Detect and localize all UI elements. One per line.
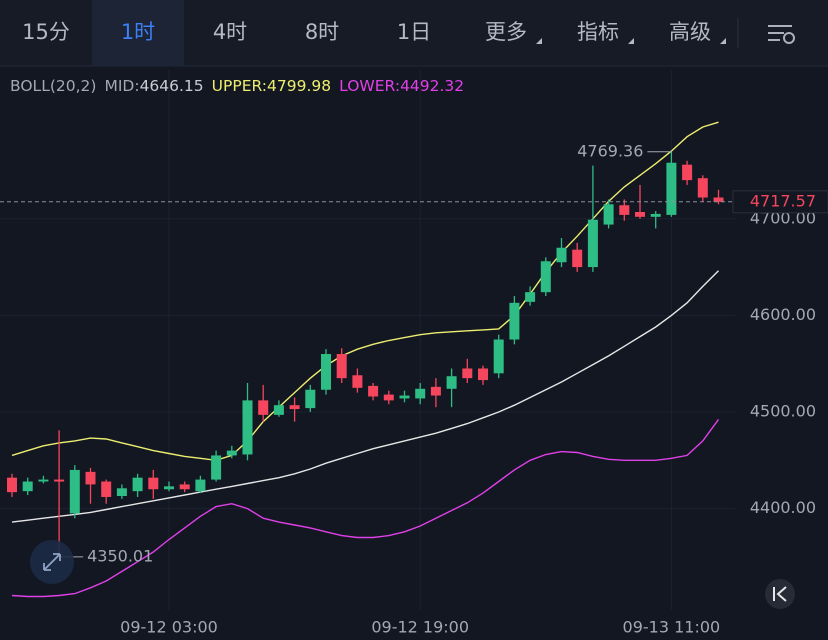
candle-body (713, 197, 724, 202)
candle-body (650, 213, 661, 217)
legend-name: MID: (104, 77, 139, 95)
scroll-latest-button[interactable] (765, 579, 795, 609)
candle-body (619, 205, 630, 215)
candle-body (509, 302, 520, 340)
candle-body (383, 394, 394, 401)
boll-line (11, 121, 719, 462)
y-tick-label: 4600.00 (750, 305, 816, 324)
tab-label: 15分 (22, 20, 70, 44)
tab-label: 1日 (397, 20, 431, 44)
candle-body (635, 212, 645, 217)
legend-value: 4799.98 (267, 77, 331, 95)
last-price-tag (732, 190, 828, 214)
candle-body (22, 481, 33, 492)
tab[interactable]: 4时 (213, 20, 247, 44)
reset-zoom-button[interactable] (30, 540, 74, 584)
candle-body (38, 479, 49, 482)
tab-label: 高级 (669, 20, 711, 44)
candle-body (525, 292, 536, 302)
candle-body (179, 484, 190, 490)
tab[interactable]: 8时 (305, 20, 339, 44)
candle-body (321, 354, 331, 390)
x-tick-label: 09-13 11:00 (623, 618, 721, 637)
tab[interactable]: 指标 (577, 20, 634, 44)
y-tick-label: 4400.00 (750, 498, 816, 517)
low-marker-label: 4350.01 (87, 546, 153, 565)
candle-body (493, 339, 504, 374)
last-price-label: 4717.57 (750, 191, 816, 210)
candle-body (305, 389, 316, 409)
tab[interactable]: 1日 (397, 20, 431, 44)
legend-name: LOWER: (339, 77, 400, 95)
candle-body (399, 395, 410, 399)
tab[interactable]: 1时 (92, 0, 184, 66)
high-marker-label: 4769.36 (577, 141, 643, 160)
x-tick-label: 09-12 19:00 (371, 618, 469, 637)
candle-body (258, 400, 269, 415)
dropdown-caret (536, 38, 542, 44)
candle-body (132, 477, 143, 492)
candle-body (666, 162, 677, 215)
candle-body (336, 354, 347, 379)
candle-body (478, 368, 488, 381)
candle-body (164, 486, 174, 490)
candle-body (148, 477, 159, 490)
candle-body (572, 249, 583, 268)
candle-body (54, 479, 65, 482)
candle-body (682, 164, 693, 181)
candle-body (116, 488, 127, 497)
y-tick-label: 4500.00 (750, 401, 816, 420)
candle-body (415, 388, 426, 399)
x-tick-label: 09-12 03:00 (120, 618, 218, 637)
candle-body (697, 178, 708, 198)
candle-body (352, 375, 363, 388)
candle-body (7, 477, 17, 493)
tab-label: 指标 (577, 20, 619, 44)
dropdown-caret (720, 38, 726, 44)
candle-body (273, 405, 284, 415)
tab-label: 1时 (121, 20, 155, 44)
candle-body (101, 481, 112, 497)
candle-body (462, 368, 473, 379)
tab[interactable]: 更多 (485, 20, 542, 44)
candle-body (446, 376, 457, 389)
candle-body (211, 455, 222, 480)
candle-body (430, 386, 441, 396)
dropdown-caret (628, 38, 634, 44)
candle-body (242, 400, 253, 455)
legend-value: 4646.15 (140, 77, 204, 95)
boll-line (11, 270, 719, 523)
candle-body (226, 450, 237, 456)
tab-label: 8时 (305, 20, 339, 44)
candle-body (556, 247, 567, 263)
tab[interactable]: 高级 (669, 20, 726, 44)
tab[interactable]: 15分 (22, 20, 70, 44)
candle-body (195, 479, 206, 492)
indicator-legend: BOLL(20,2) MID:4646.15 UPPER:4799.98 LOWER:… (10, 77, 464, 95)
boll-line (11, 418, 720, 598)
tab-label: 4时 (213, 20, 247, 44)
candle-body (69, 469, 80, 514)
indicator-name: BOLL(20,2) (10, 77, 96, 95)
candle-body (368, 385, 379, 397)
tab-label: 更多 (485, 20, 527, 44)
settings-icon[interactable] (768, 25, 795, 44)
candle-body (603, 204, 614, 225)
candle-body (540, 261, 551, 293)
legend-name: UPPER: (212, 77, 267, 95)
legend-value: 4492.32 (400, 77, 464, 95)
candle-body (289, 405, 300, 410)
candle-body (85, 471, 96, 485)
active-tab-bg (92, 0, 184, 66)
candle-body (587, 219, 598, 268)
